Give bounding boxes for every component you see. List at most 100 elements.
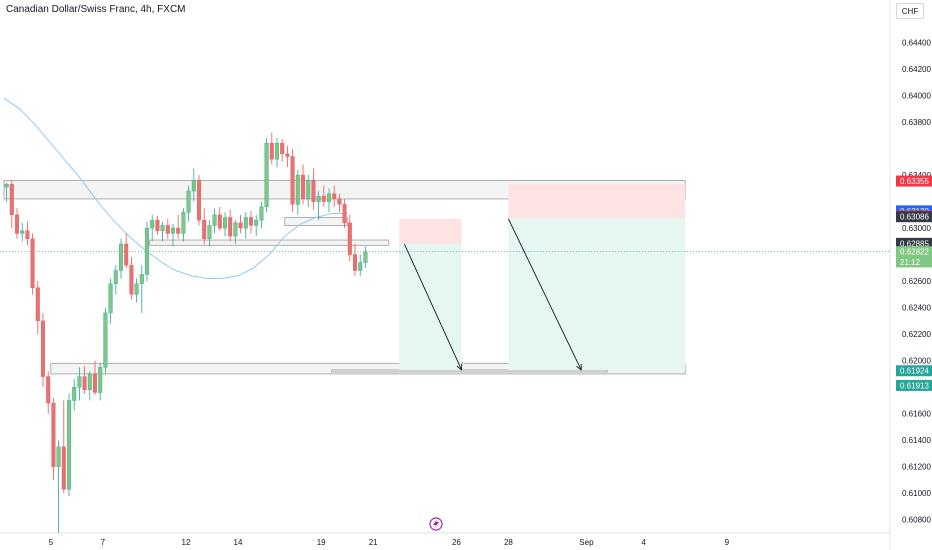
candle — [301, 164, 306, 205]
price-tick-label: 0.64400 — [902, 39, 931, 48]
candle-body-up — [254, 219, 259, 226]
candle-body-down — [92, 373, 97, 393]
price-axis[interactable]: 0.644000.642000.640000.638000.634000.630… — [902, 39, 931, 525]
currency-button[interactable]: CHF — [896, 3, 924, 19]
chart-title: Canadian Dollar/Swiss Franc, 4h, FXCM — [6, 4, 186, 15]
candle-body-down — [196, 180, 201, 221]
candle-body-down — [129, 265, 134, 295]
target-arrow[interactable] — [507, 218, 582, 371]
candle — [212, 208, 217, 234]
candle — [170, 224, 175, 247]
price-tag-label: 0.62822 — [900, 248, 929, 257]
candle — [103, 307, 108, 374]
date-tick-label: Sep — [579, 538, 594, 547]
candle — [259, 201, 264, 229]
candle-body-down — [337, 198, 342, 205]
moving-average-layer — [0, 97, 890, 279]
candle-body-down — [280, 143, 285, 155]
candle — [155, 216, 160, 235]
candle-body-down — [9, 184, 14, 216]
candle — [217, 206, 222, 231]
candle — [77, 367, 82, 401]
price-tag: 0.62822 — [896, 246, 932, 258]
candle-body-down — [285, 153, 290, 157]
candle-body-up — [358, 262, 363, 271]
candle-body-up — [212, 214, 217, 226]
zone-rect[interactable] — [149, 239, 390, 246]
candle — [113, 265, 118, 295]
candle-body-up — [191, 180, 196, 192]
candle-body-down — [124, 243, 129, 266]
candle — [337, 193, 342, 213]
date-tick-label: 28 — [504, 538, 513, 547]
price-tick-label: 0.61000 — [902, 489, 931, 498]
candle — [280, 139, 285, 162]
price-tag: 0.61924 — [896, 365, 932, 377]
candle-body-up — [233, 222, 238, 237]
price-tag-bg — [896, 237, 932, 249]
candle-body-up — [150, 219, 155, 229]
price-tag-bg — [896, 365, 932, 377]
candle — [233, 220, 238, 245]
candle-body-down — [165, 225, 170, 234]
candle-body-up — [222, 217, 227, 229]
candle — [92, 360, 97, 396]
candle — [144, 221, 149, 282]
candle-body-up — [181, 211, 186, 234]
stop-loss-zone[interactable] — [399, 218, 462, 245]
price-tag: 0.61913 — [896, 379, 932, 391]
candle — [61, 400, 66, 494]
candle — [347, 214, 352, 262]
candle — [358, 254, 363, 276]
zone-rect[interactable] — [284, 217, 348, 226]
positions-layer — [399, 184, 686, 370]
candle-body-down — [353, 254, 358, 271]
candle-body-up — [118, 243, 123, 271]
candle-body-up — [207, 225, 212, 239]
candle — [332, 185, 337, 207]
date-tick-label: 21 — [369, 538, 378, 547]
candle-body-down — [51, 402, 56, 467]
date-tick-label: 14 — [234, 538, 243, 547]
candle — [181, 208, 186, 242]
candle — [295, 169, 300, 215]
price-tag-label: 0.61924 — [900, 367, 929, 376]
price-tag-bg — [896, 256, 932, 268]
zone-rect[interactable] — [331, 369, 608, 373]
candle-body-up — [144, 227, 149, 275]
time-axis[interactable]: 5 7 12 14 19 21 26 28 Sep 4 9 — [49, 538, 730, 547]
candle — [134, 278, 139, 303]
candle — [124, 233, 129, 268]
date-tick-label: 19 — [317, 538, 326, 547]
take-profit-zone[interactable] — [399, 244, 462, 370]
candle — [41, 312, 46, 388]
moving-average-line — [3, 97, 348, 279]
candle-body-down — [332, 193, 337, 200]
event-marker[interactable] — [429, 517, 443, 531]
take-profit-zone[interactable] — [508, 218, 686, 370]
candle-body-up — [77, 376, 82, 388]
candle-body-down — [217, 214, 222, 229]
candle — [269, 132, 274, 165]
price-tag: 21:12 — [896, 256, 932, 268]
lightning-icon[interactable] — [429, 517, 443, 531]
candle-body-up — [295, 174, 300, 205]
candle — [9, 180, 14, 229]
candle-body-down — [347, 222, 352, 255]
price-tick-label: 0.62000 — [902, 357, 931, 366]
candle-body-up — [259, 206, 264, 221]
candle-body-down — [61, 446, 66, 490]
date-tick-label: 12 — [182, 538, 191, 547]
candle-body-up — [363, 251, 368, 263]
stop-loss-zone[interactable] — [508, 184, 686, 219]
arrow-head — [576, 363, 582, 371]
target-arrow[interactable] — [403, 243, 463, 371]
candle-body-up — [72, 386, 77, 401]
candle-body-down — [25, 230, 30, 239]
candle — [165, 218, 170, 239]
candle — [14, 208, 19, 239]
price-tick-label: 0.64000 — [902, 92, 931, 101]
candle — [186, 185, 191, 222]
candle — [66, 393, 71, 496]
